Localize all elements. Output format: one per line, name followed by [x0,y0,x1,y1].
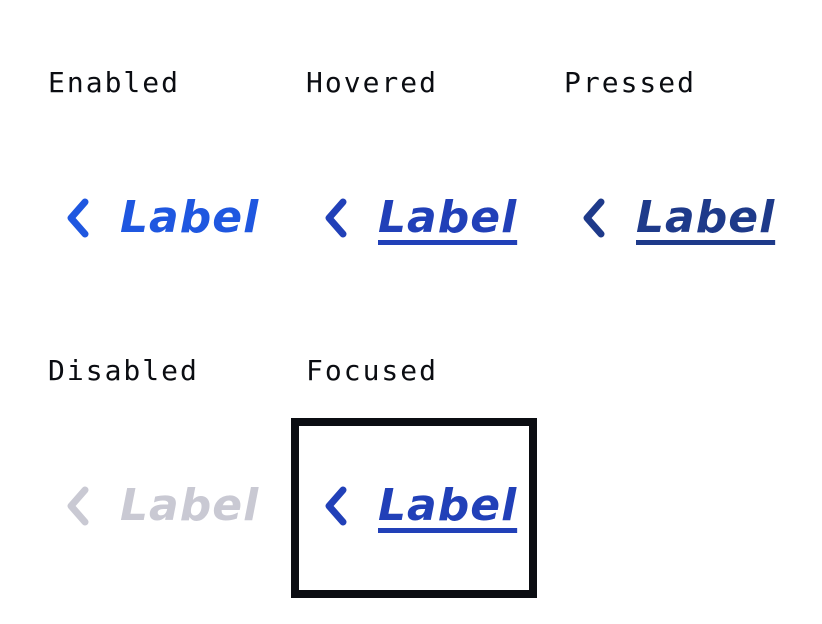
back-link-focused[interactable]: Label [322,480,517,532]
link-label: Label [120,480,260,531]
caption-focused: Focused [306,354,439,387]
chevron-left-icon [322,486,348,526]
back-link-disabled: Label [64,480,259,532]
back-link-pressed[interactable]: Label [580,192,775,244]
chevron-left-icon [64,198,90,238]
caption-enabled: Enabled [48,66,181,99]
link-label: Label [120,192,260,243]
link-label: Label [378,192,518,243]
link-label: Label [378,480,518,531]
caption-disabled: Disabled [48,354,199,387]
chevron-left-icon [580,198,606,238]
chevron-left-icon [322,198,348,238]
caption-pressed: Pressed [564,66,697,99]
back-link-hovered[interactable]: Label [322,192,517,244]
caption-hovered: Hovered [306,66,439,99]
back-link-enabled[interactable]: Label [64,192,259,244]
link-label: Label [636,192,776,243]
chevron-left-icon [64,486,90,526]
focus-ring [291,418,537,598]
